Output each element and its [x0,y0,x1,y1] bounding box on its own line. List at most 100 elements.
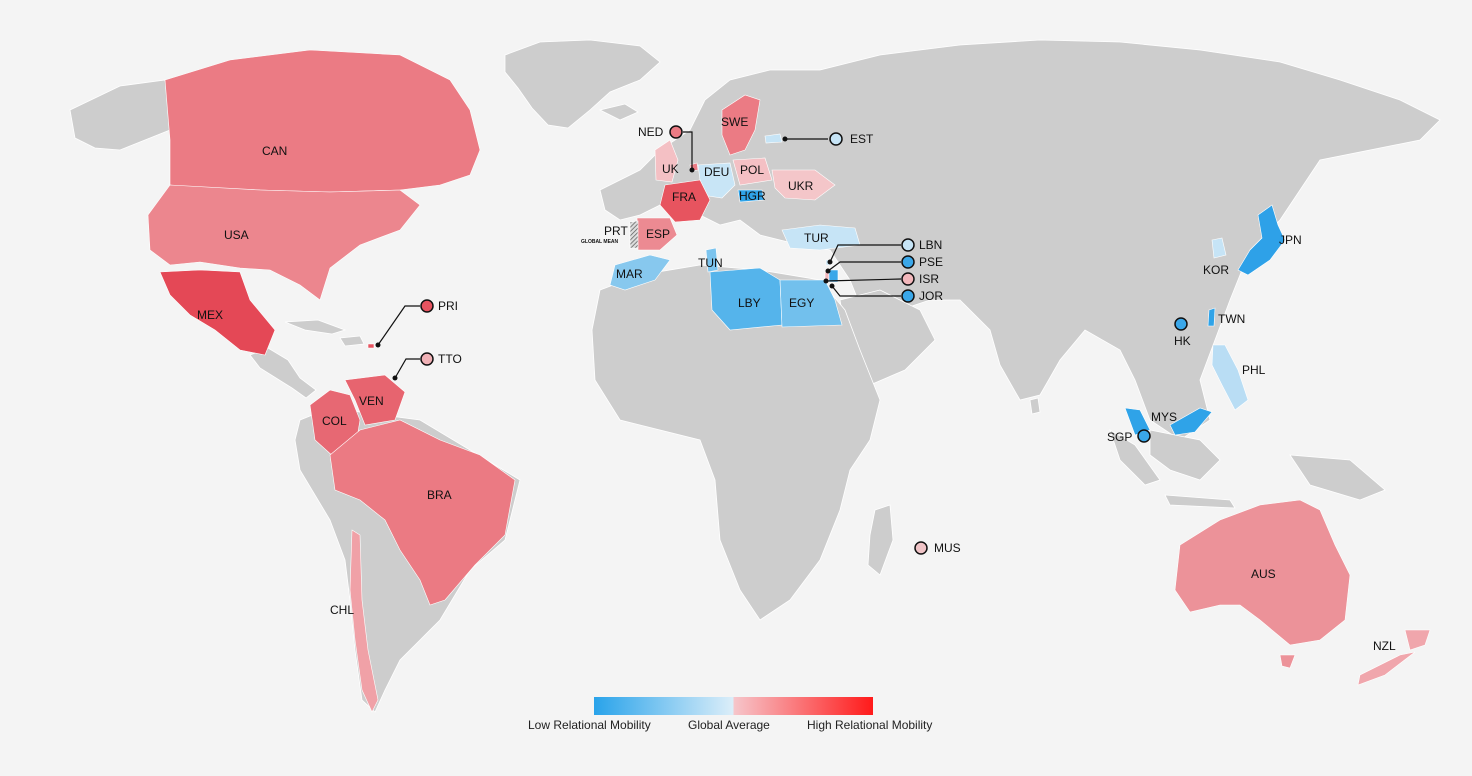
country-bra[interactable] [329,419,516,606]
label-uk: UK [662,162,679,176]
java-shape [1164,494,1236,509]
label-prt: PRT [604,224,628,238]
country-aus[interactable] [1174,499,1351,646]
marker-hk[interactable] [1174,317,1188,331]
marker-pse[interactable] [901,255,915,269]
legend-low-label: Low Relational Mobility [528,718,651,732]
label-hk: HK [1174,334,1191,348]
label-deu: DEU [704,165,729,179]
sri-lanka-shape [1029,397,1041,415]
label-twn: TWN [1218,312,1245,326]
callout-lines [375,131,902,381]
sumatra-shape [1109,429,1161,486]
legend-gradient-bar [594,697,873,715]
marker-ned[interactable] [669,125,683,139]
new-guinea-shape [1289,454,1386,501]
marker-jor[interactable] [901,289,915,303]
label-lbn: LBN [919,238,942,252]
label-jor: JOR [919,289,943,303]
label-bra: BRA [427,488,452,502]
country-aus-tasmania[interactable] [1279,654,1296,669]
label-global-mean: GLOBAL MEAN [581,239,619,245]
colored-countries [147,49,1431,713]
country-prt[interactable] [629,220,639,249]
marker-isr[interactable] [901,272,915,286]
label-aus: AUS [1251,567,1276,581]
country-fra[interactable] [659,179,711,223]
country-jor[interactable] [828,269,839,283]
madagascar-shape [867,504,894,576]
country-swe[interactable] [721,94,761,156]
label-mar: MAR [616,267,643,281]
legend-mid-label: Global Average [688,718,770,732]
hispaniola-shape [339,335,365,347]
central-america-shape [249,347,317,399]
country-labels: CAN USA MEX PRI TTO COL VEN BRA CHL NED … [197,115,1396,653]
caribbean-shape [284,319,347,335]
label-esp: ESP [646,227,670,241]
label-mys: MYS [1151,410,1177,424]
label-kor: KOR [1203,263,1229,277]
country-mys[interactable] [1124,407,1213,436]
label-mex: MEX [197,308,223,322]
country-egy[interactable] [779,279,843,328]
label-pse: PSE [919,255,943,269]
country-chl[interactable] [349,529,379,713]
label-egy: EGY [789,296,814,310]
iceland-shape [598,103,639,121]
legend-high-label: High Relational Mobility [807,718,933,732]
country-twn[interactable] [1207,307,1216,327]
label-hgr: HGR [739,189,766,203]
alaska-shape [69,79,176,151]
label-lby: LBY [738,296,761,310]
country-pri[interactable] [367,343,375,349]
circle-markers [420,125,1188,555]
africa-shape [591,264,881,621]
country-ven[interactable] [344,374,406,426]
country-hgr[interactable] [737,189,765,203]
label-ven: VEN [359,394,384,408]
country-mex[interactable] [159,269,276,356]
greenland-shape [504,39,661,129]
country-nzl[interactable] [1357,629,1431,686]
country-jpn[interactable] [1237,204,1286,276]
country-uk[interactable] [654,139,679,183]
label-ukr: UKR [788,179,814,193]
label-phl: PHL [1242,363,1266,377]
marker-lbn[interactable] [901,238,915,252]
marker-mus[interactable] [914,541,928,555]
country-phl[interactable] [1211,344,1249,411]
label-mus: MUS [934,541,961,555]
label-fra: FRA [672,190,696,204]
label-pri: PRI [438,299,458,313]
label-usa: USA [224,228,249,242]
country-ukr[interactable] [771,169,836,201]
country-kor[interactable] [1211,237,1227,259]
label-jpn: JPN [1279,233,1302,247]
label-nzl: NZL [1373,639,1396,653]
label-tur: TUR [804,231,829,245]
country-usa[interactable] [147,184,421,301]
country-pol[interactable] [732,157,773,186]
marker-est[interactable] [829,132,843,146]
label-est: EST [850,132,874,146]
country-tun[interactable] [705,247,719,273]
label-isr: ISR [919,272,939,286]
label-col: COL [322,414,347,428]
label-pol: POL [740,163,764,177]
label-can: CAN [262,144,287,158]
label-tto: TTO [438,352,462,366]
marker-tto[interactable] [420,352,434,366]
label-swe: SWE [721,115,748,129]
marker-pri[interactable] [420,299,434,313]
label-tun: TUN [698,256,723,270]
indonesia-shape [1149,429,1221,481]
marker-sgp[interactable] [1137,429,1151,443]
eurasia-shape [599,39,1441,441]
country-mar[interactable] [609,254,671,291]
country-est[interactable] [764,133,783,144]
country-can[interactable] [164,49,481,193]
label-sgp: SGP [1107,430,1132,444]
label-chl: CHL [330,603,354,617]
